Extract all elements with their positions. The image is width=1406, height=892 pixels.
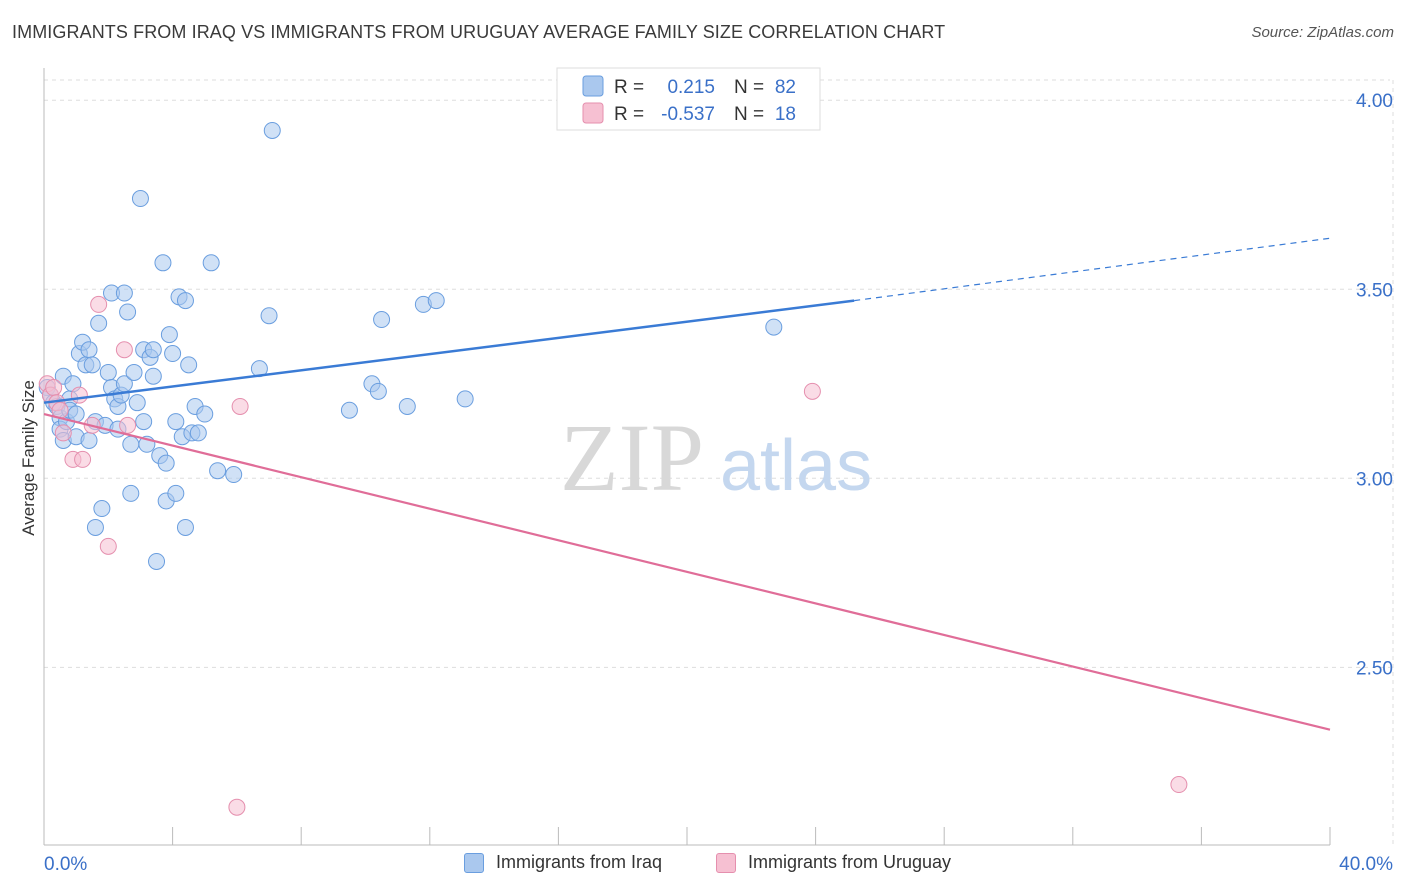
uruguay-point (1170, 776, 1188, 794)
source-label: Source: ZipAtlas.com (1251, 24, 1394, 41)
legend-n-label-1: N = (734, 77, 764, 98)
iraq-point (189, 424, 207, 442)
watermark: ZIP atlas (560, 404, 872, 511)
legend-n-value-1: 82 (775, 77, 796, 98)
axes (43, 68, 1331, 846)
iraq-point (196, 405, 214, 423)
iraq-point (99, 363, 117, 381)
legend-label-iraq: Immigrants from Iraq (496, 852, 663, 872)
uruguay-point (90, 295, 108, 313)
iraq-point (176, 292, 194, 310)
legend-swatch-iraq-bottom (464, 852, 484, 873)
watermark-zip: ZIP (560, 404, 704, 511)
iraq-trend-line (43, 299, 855, 404)
y-tick-label: 3.50 (1356, 280, 1393, 301)
legend-r-label-2: R = (614, 104, 644, 125)
iraq-point (260, 307, 278, 325)
uruguay-trend-line (43, 412, 1331, 731)
iraq-trend-extension (854, 237, 1331, 302)
legend-swatch-uruguay (582, 102, 604, 124)
x-tick-label: 0.0% (44, 854, 87, 875)
iraq-point (209, 462, 227, 480)
legend-swatch-iraq (582, 75, 604, 97)
iraq-point (373, 311, 391, 329)
iraq-point (131, 190, 149, 208)
iraq-point (167, 484, 185, 502)
y-tick-label: 4.00 (1356, 91, 1393, 112)
iraq-point (144, 367, 162, 385)
iraq-point (128, 394, 146, 412)
legend-n-value-2: 18 (775, 104, 796, 125)
y-tick-label: 3.00 (1356, 469, 1393, 490)
iraq-point (157, 454, 175, 472)
iraq-point (176, 518, 194, 536)
uruguay-point (99, 537, 117, 555)
iraq-point (122, 435, 140, 453)
iraq-point (83, 356, 101, 374)
watermark-atlas: atlas (720, 426, 872, 506)
iraq-point (93, 500, 111, 518)
legend-n-label-2: N = (734, 104, 764, 125)
uruguay-point (70, 386, 88, 404)
x-tick-label: 40.0% (1339, 854, 1393, 875)
iraq-point (398, 397, 416, 415)
y-tick-label: 2.50 (1356, 658, 1393, 679)
iraq-point (340, 401, 358, 419)
iraq-point (167, 413, 185, 431)
uruguay-point (54, 424, 72, 442)
iraq-point (263, 121, 281, 139)
y-axis-label: Average Family Size (19, 380, 38, 536)
iraq-point (369, 382, 387, 400)
legend-top: R = 0.215 N = 82 R = -0.537 N = 18 (556, 67, 821, 131)
iraq-point (427, 292, 445, 310)
uruguay-point (119, 416, 137, 434)
iraq-point (90, 314, 108, 332)
iraq-point (225, 466, 243, 484)
iraq-point (119, 303, 137, 321)
trend-lines (43, 237, 1331, 731)
uruguay-point (74, 450, 92, 468)
uruguay-point (803, 382, 821, 400)
legend-r-value-2: -0.537 (661, 104, 715, 125)
iraq-point (180, 356, 198, 374)
chart-title: IMMIGRANTS FROM IRAQ VS IMMIGRANTS FROM … (12, 22, 946, 42)
iraq-point (144, 341, 162, 359)
iraq-point (80, 431, 98, 449)
legend-bottom: Immigrants from Iraq Immigrants from Uru… (0, 850, 1406, 880)
legend-r-label-1: R = (614, 77, 644, 98)
iraq-point (765, 318, 783, 336)
iraq-point (135, 413, 153, 431)
iraq-point (456, 390, 474, 408)
grid-lines (44, 79, 1394, 845)
legend-label-uruguay: Immigrants from Uruguay (748, 852, 952, 872)
iraq-point (164, 345, 182, 363)
legend-r-value-1: 0.215 (667, 77, 715, 98)
iraq-point (86, 518, 104, 536)
iraq-point (122, 484, 140, 502)
data-points (38, 121, 1188, 816)
uruguay-point (231, 397, 249, 415)
tick-labels: 2.50 3.00 3.50 4.00 0.0% 40.0% (44, 91, 1393, 875)
iraq-point (148, 552, 166, 570)
iraq-point (160, 326, 178, 344)
iraq-point (115, 284, 133, 302)
iraq-point (202, 254, 220, 272)
legend-item-iraq[interactable]: Immigrants from Iraq (464, 852, 662, 873)
iraq-point (80, 341, 98, 359)
uruguay-point (115, 341, 133, 359)
uruguay-point (228, 798, 246, 816)
iraq-point (154, 254, 172, 272)
iraq-point (125, 363, 143, 381)
legend-item-uruguay[interactable]: Immigrants from Uruguay (716, 852, 951, 873)
legend-swatch-uruguay-bottom (716, 852, 736, 873)
uruguay-point (45, 379, 63, 397)
